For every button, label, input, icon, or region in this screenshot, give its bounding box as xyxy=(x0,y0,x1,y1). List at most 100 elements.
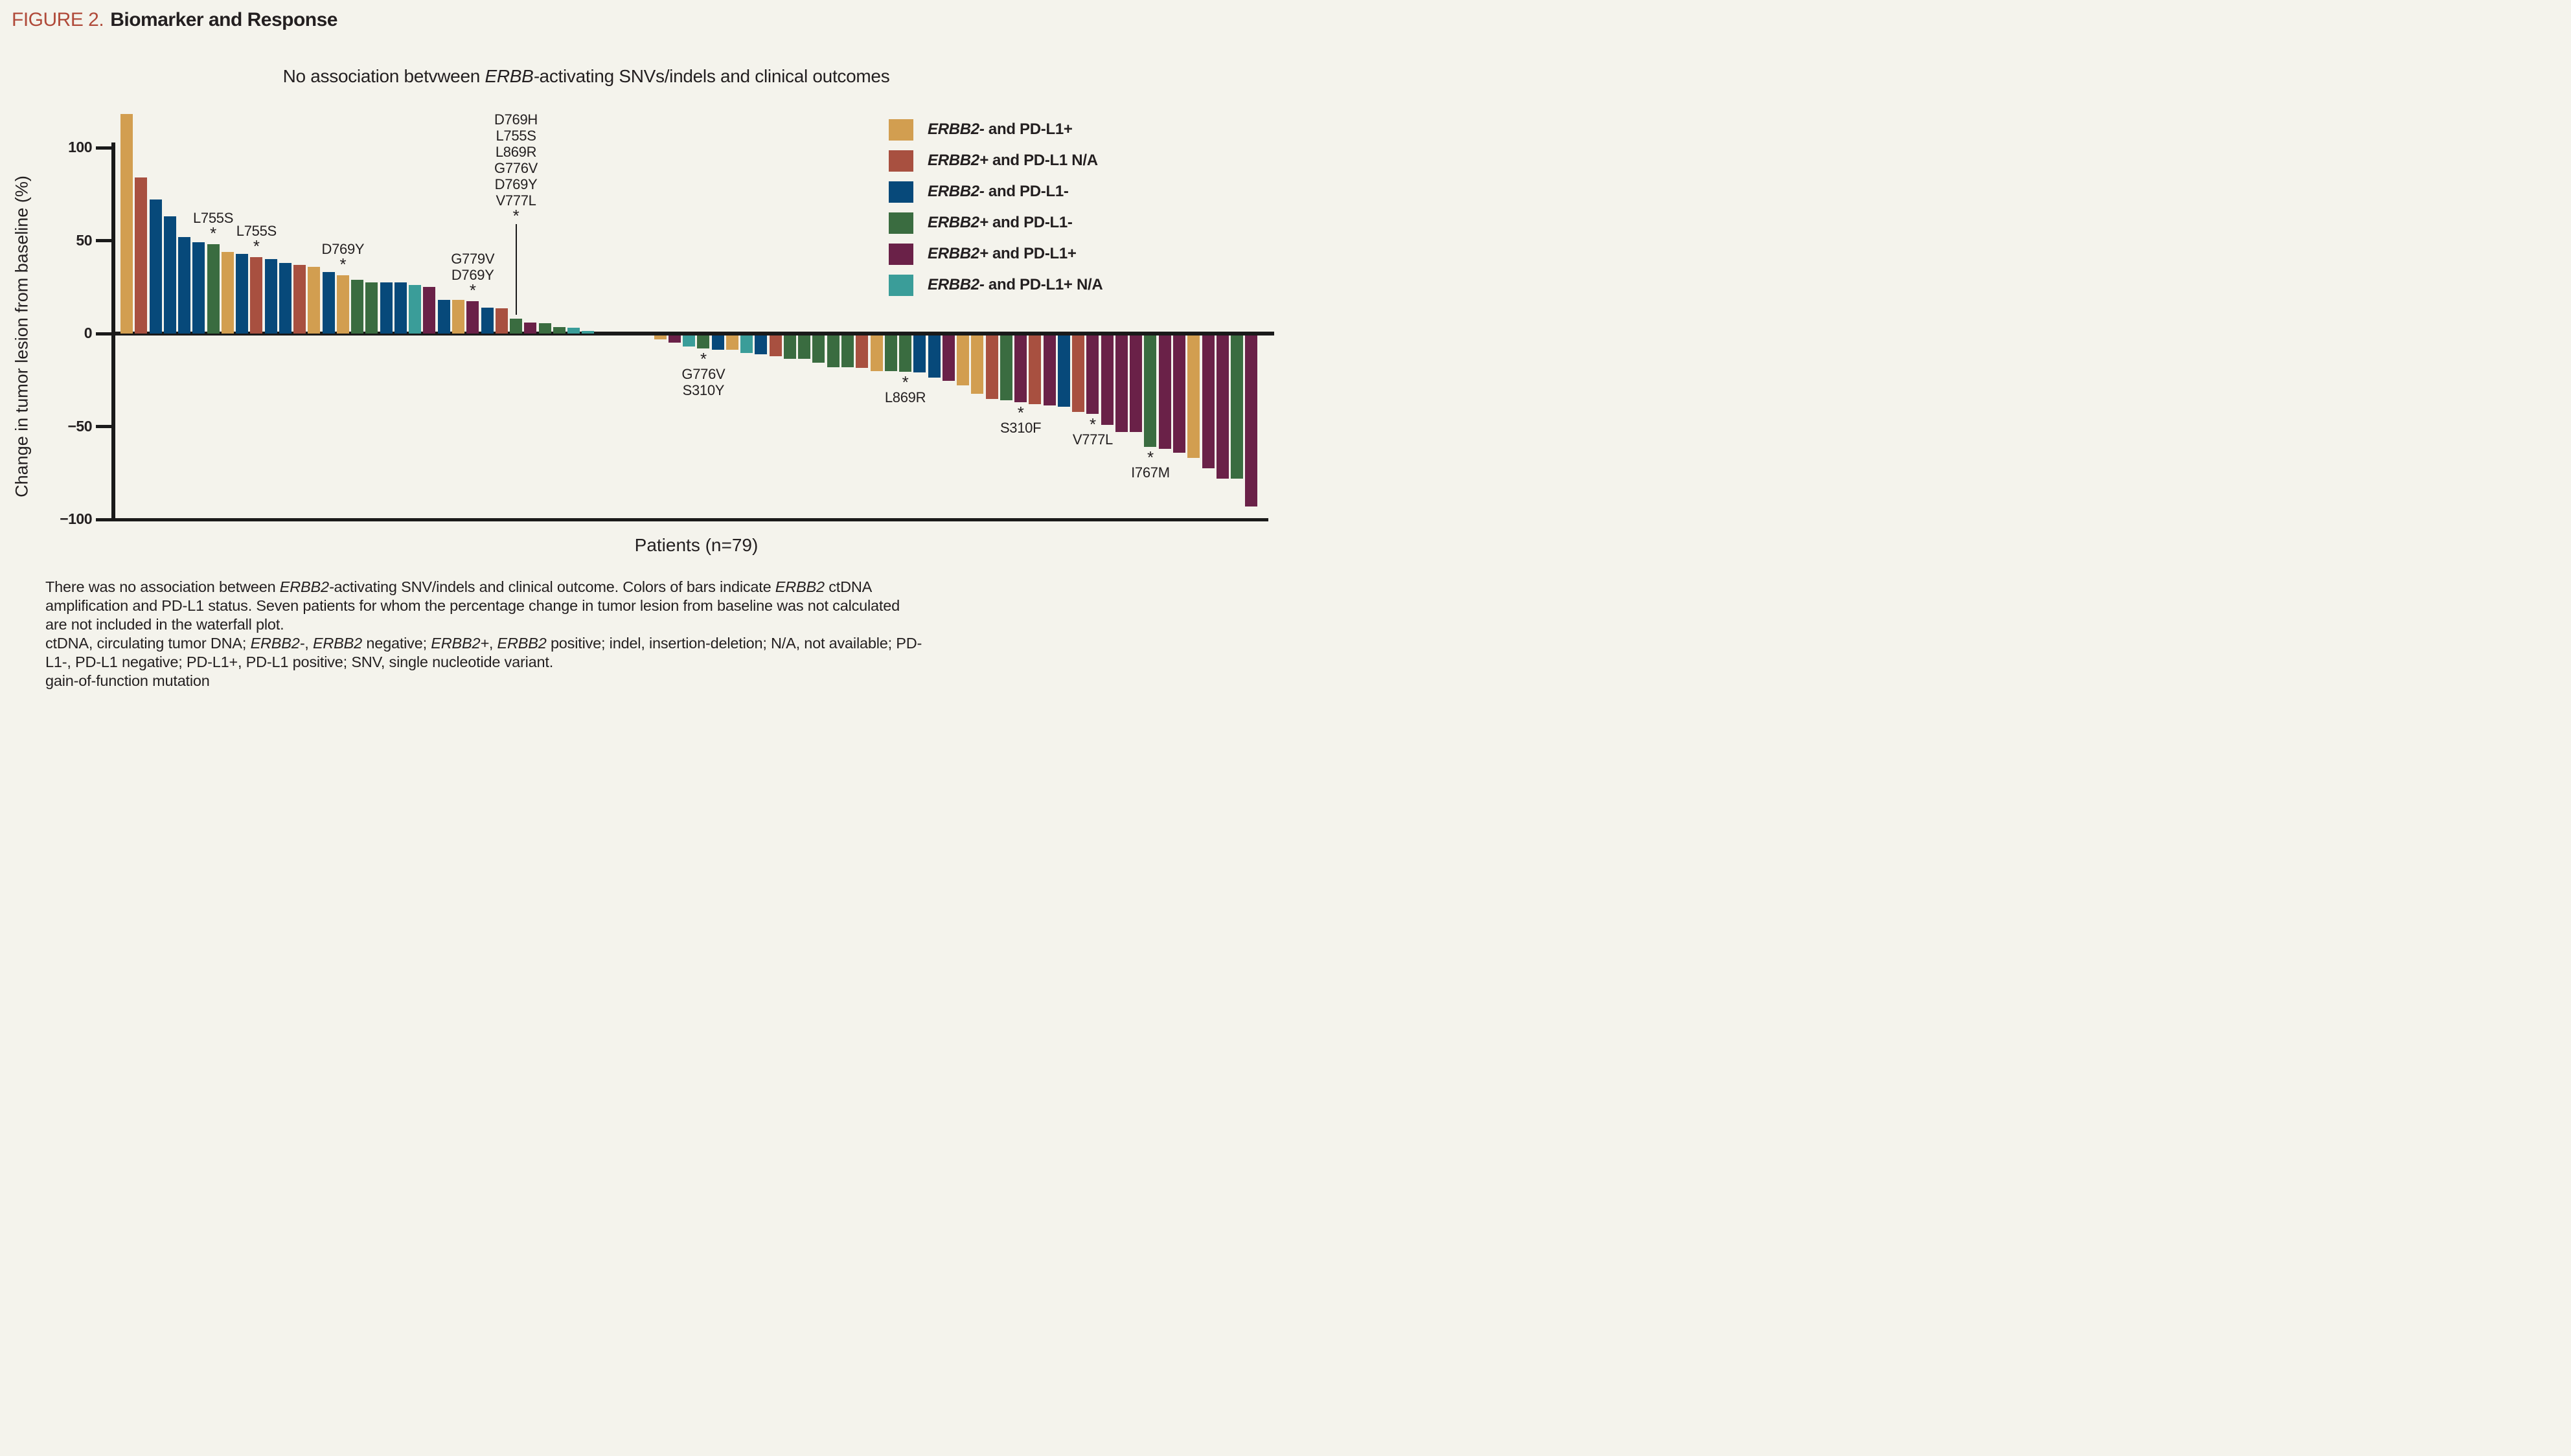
bar xyxy=(769,336,782,356)
bar xyxy=(567,328,580,334)
mutation-annotation: * V777L xyxy=(1047,414,1138,448)
bar xyxy=(870,336,883,371)
asterisk-marker: * xyxy=(1147,448,1154,468)
bar xyxy=(423,287,436,334)
asterisk-marker: * xyxy=(469,280,476,300)
bar xyxy=(1029,336,1042,405)
bar xyxy=(654,336,667,339)
asterisk-marker: * xyxy=(253,236,260,256)
bar xyxy=(149,199,162,334)
bar xyxy=(711,336,724,350)
bar xyxy=(1101,336,1114,425)
y-tick-label: −100 xyxy=(60,510,92,527)
bar xyxy=(466,301,479,334)
bar xyxy=(798,336,811,359)
x-axis-label: Patients (n=79) xyxy=(634,535,759,555)
bar xyxy=(524,322,537,334)
bar xyxy=(1072,336,1085,412)
mutation-annotation: * I767M xyxy=(1105,448,1196,481)
legend-label: ERBB2+ and PD-L1- xyxy=(928,214,1073,231)
legend: ERBB2- and PD-L1+ ERBB2+ and PD-L1 N/A ERB… xyxy=(889,114,1103,301)
bar xyxy=(178,236,191,334)
bar xyxy=(510,319,523,334)
legend-swatch xyxy=(889,150,913,172)
legend-swatch xyxy=(889,274,913,296)
bar xyxy=(451,300,464,334)
bar xyxy=(351,279,364,334)
legend-swatch xyxy=(889,212,913,234)
bar xyxy=(668,336,681,343)
bar xyxy=(1245,336,1258,507)
asterisk-marker: * xyxy=(1089,414,1096,434)
figure-header-title: Biomarker and Response xyxy=(110,9,337,30)
footnote-line: There was no association between ERBB2-a… xyxy=(45,578,873,595)
y-tick-label: 0 xyxy=(84,324,93,341)
figure-page: FIGURE 2. Biomarker and Response No assoc… xyxy=(0,0,1285,728)
bar xyxy=(308,266,321,334)
legend-label: ERBB2+ and PD-L1+ xyxy=(928,245,1077,262)
mutation-annotation: * L869R xyxy=(860,372,951,405)
y-tick xyxy=(96,146,113,150)
legend-label: ERBB2- and PD-L1- xyxy=(928,183,1069,200)
asterisk-marker: * xyxy=(902,372,909,392)
asterisk-marker: * xyxy=(339,254,347,274)
bar xyxy=(697,336,710,349)
legend-item: ERBB2+ and PD-L1 N/A xyxy=(889,145,1103,176)
bar xyxy=(135,177,148,334)
bar xyxy=(841,336,854,367)
bar xyxy=(322,272,335,334)
asterisk-marker: * xyxy=(700,349,707,369)
footnotes: There was no association between ERBB2-a… xyxy=(45,578,1263,690)
bar xyxy=(1130,336,1143,433)
y-axis-label: Change in tumor lesion from baseline (%) xyxy=(12,176,32,497)
legend-swatch xyxy=(889,181,913,203)
bar xyxy=(380,282,393,334)
bar xyxy=(1187,336,1200,459)
bar xyxy=(553,326,566,334)
legend-label: ERBB2- and PD-L1+ N/A xyxy=(928,276,1103,293)
legend-item: ERBB2- and PD-L1+ xyxy=(889,114,1103,145)
bar xyxy=(538,323,551,334)
bar xyxy=(207,244,220,334)
mutation-annotation: L755S * xyxy=(211,223,302,256)
bar xyxy=(812,336,825,363)
bar xyxy=(481,307,494,334)
bar xyxy=(394,282,407,334)
legend-item: ERBB2- and PD-L1+ N/A xyxy=(889,269,1103,301)
bar xyxy=(856,336,869,369)
bar xyxy=(1216,336,1229,479)
bar xyxy=(192,242,205,334)
bar xyxy=(1014,336,1027,403)
bar xyxy=(957,336,970,386)
bar xyxy=(942,336,955,381)
y-tick xyxy=(96,425,113,428)
legend-label: ERBB2- and PD-L1+ xyxy=(928,120,1073,138)
bar xyxy=(293,264,306,334)
footnote-line: are not included in the waterfall plot. xyxy=(45,616,284,633)
bar xyxy=(971,336,984,394)
bar xyxy=(726,336,738,350)
bar xyxy=(928,336,941,378)
y-tick-label: −50 xyxy=(67,417,92,435)
mutation-annotation: D769H L755S L869R G776V D769Y V777L * xyxy=(471,111,562,226)
asterisk-marker: * xyxy=(512,206,520,226)
figure-header: FIGURE 2. Biomarker and Response xyxy=(12,9,337,31)
zero-baseline xyxy=(111,332,1274,336)
chart-title: No association betvween ERBB-activating … xyxy=(282,66,890,86)
bar xyxy=(163,216,176,334)
y-tick xyxy=(96,332,113,336)
bar xyxy=(221,251,234,334)
asterisk-marker: * xyxy=(1017,403,1024,423)
bar xyxy=(827,336,840,367)
bar xyxy=(279,262,291,334)
bar xyxy=(120,114,133,334)
y-tick xyxy=(96,239,113,242)
bar xyxy=(740,336,753,354)
mutation-annotation: * S310F xyxy=(976,403,1066,436)
legend-item: ERBB2- and PD-L1- xyxy=(889,176,1103,207)
bar xyxy=(495,308,508,334)
bar xyxy=(1057,336,1070,407)
legend-swatch xyxy=(889,243,913,265)
y-tick xyxy=(96,518,113,521)
bar xyxy=(1144,336,1157,448)
